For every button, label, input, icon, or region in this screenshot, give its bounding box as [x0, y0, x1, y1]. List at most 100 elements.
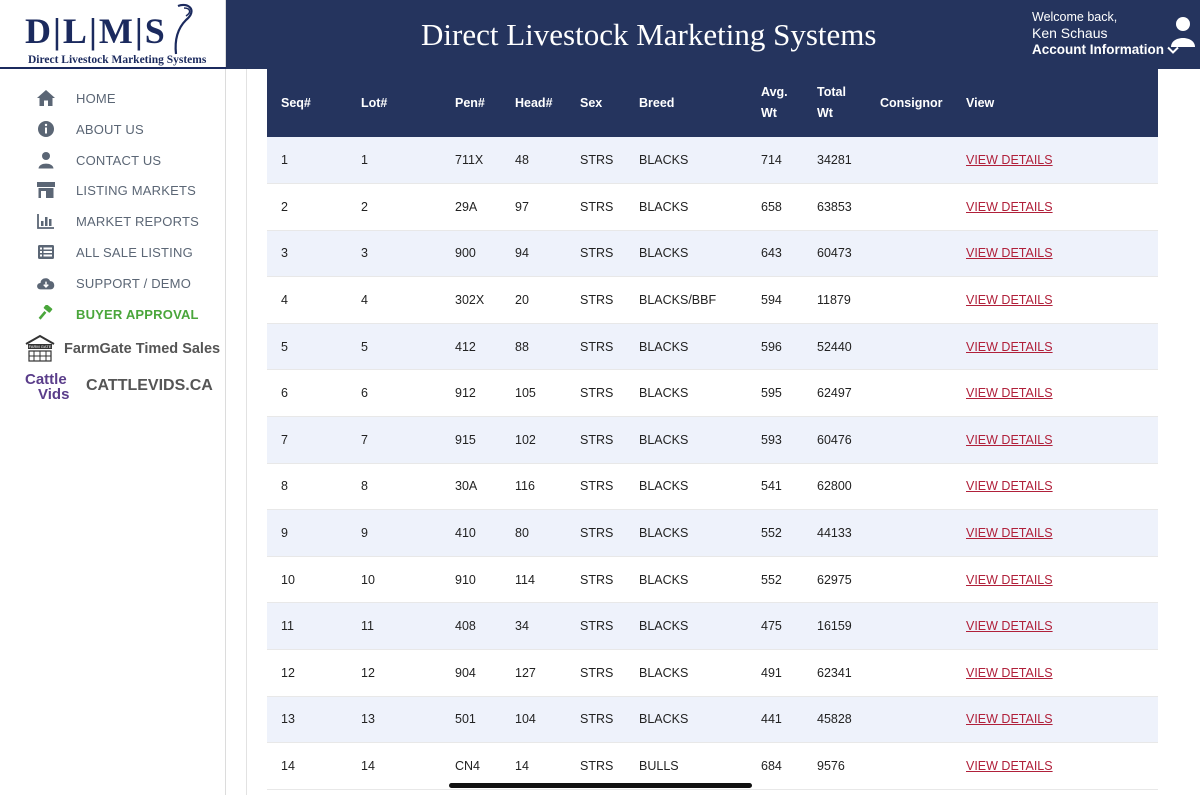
avg-wt-header-line2: Wt	[761, 106, 777, 120]
cell-avg-wt: 552	[761, 572, 782, 587]
cell-avg-wt: 714	[761, 153, 782, 168]
bar-chart-icon	[36, 212, 56, 230]
user-avatar-icon[interactable]	[1170, 16, 1196, 48]
cell-view: VIEW DETAILS	[966, 743, 1158, 790]
cell-avg-wt: 595	[761, 386, 782, 401]
list-icon	[36, 243, 56, 261]
sidebar-item-all-sale-listing[interactable]: ALL SALE LISTING	[0, 237, 226, 268]
view-details-link[interactable]: VIEW DETAILS	[966, 665, 1053, 680]
cell-sex: STRS	[580, 246, 614, 261]
cell-breed: BLACKS	[639, 712, 689, 727]
sidebar-item-label: ALL SALE LISTING	[76, 244, 193, 260]
account-information-menu[interactable]: Account Information	[1032, 42, 1179, 57]
cell-sex: STRS	[580, 199, 614, 214]
sidebar-item-contact-us[interactable]: CONTACT US	[0, 145, 226, 176]
cell-sex: STRS	[580, 386, 614, 401]
top-header: Direct Livestock Marketing Systems Welco…	[226, 0, 1200, 69]
view-details-link[interactable]: VIEW DETAILS	[966, 479, 1053, 494]
store-icon	[36, 181, 56, 199]
cell-breed: BLACKS	[639, 386, 689, 401]
column-header-consignor: Consignor	[880, 95, 943, 110]
sidebar-item-about-us[interactable]: ABOUT US	[0, 114, 226, 145]
sidebar-item-home[interactable]: HOME	[0, 83, 226, 114]
cell-avg-wt: 475	[761, 619, 782, 634]
person-icon	[36, 151, 56, 169]
cell-total-wt: 62497	[817, 386, 852, 401]
cell-pen: CN4	[455, 759, 481, 774]
table-row: 1 1 711X 48 STRS BLACKS 714 34281 VIEW DETAILS	[267, 137, 1158, 184]
cell-lot: 8	[361, 479, 368, 494]
cell-head: 116	[515, 479, 535, 494]
view-details-link[interactable]: VIEW DETAILS	[966, 293, 1053, 308]
cell-seq: 4	[281, 293, 288, 308]
cell-seq: 14	[281, 759, 295, 774]
cell-sex: STRS	[580, 479, 614, 494]
cell-breed: BLACKS	[639, 619, 689, 634]
content-frame	[246, 69, 1200, 795]
view-details-link[interactable]: VIEW DETAILS	[966, 246, 1053, 261]
cell-sex: STRS	[580, 759, 614, 774]
home-indicator-bar[interactable]	[449, 783, 752, 788]
sidebar-item-buyer-approval[interactable]: BUYER APPROVAL	[0, 299, 226, 330]
sidebar-item-market-reports[interactable]: MARKET REPORTS	[0, 206, 226, 237]
view-details-link[interactable]: VIEW DETAILS	[966, 386, 1053, 401]
view-details-link[interactable]: VIEW DETAILS	[966, 199, 1053, 214]
cell-head: 114	[515, 572, 535, 587]
logo-subtitle: Direct Livestock Marketing Systems	[28, 54, 207, 66]
avg-wt-header-line1: Avg.	[761, 85, 788, 99]
view-details-link[interactable]: VIEW DETAILS	[966, 339, 1053, 354]
cell-avg-wt: 658	[761, 199, 782, 214]
cell-lot: 4	[361, 293, 368, 308]
cell-sex: STRS	[580, 665, 614, 680]
view-details-link[interactable]: VIEW DETAILS	[966, 712, 1053, 727]
cell-head: 20	[515, 293, 529, 308]
farmgate-link[interactable]: FARM GATE FarmGate Timed Sales	[24, 333, 220, 365]
cell-pen: 408	[455, 619, 476, 634]
sidebar-item-listing-markets[interactable]: LISTING MARKETS	[0, 175, 226, 206]
cell-pen: 302X	[455, 293, 485, 308]
cell-seq: 2	[281, 199, 288, 214]
column-header-view: View	[966, 95, 995, 110]
cell-avg-wt: 594	[761, 293, 782, 308]
logo-swoosh-icon	[174, 3, 193, 55]
cell-sex: STRS	[580, 432, 614, 447]
dlms-logo[interactable]: D|L|M|S Direct Livestock Marketing Syste…	[0, 0, 226, 69]
cell-breed: BLACKS	[639, 199, 689, 214]
cell-consignor	[880, 650, 966, 697]
cell-seq: 7	[281, 432, 288, 447]
cell-total-wt: 16159	[817, 619, 852, 634]
cell-seq: 10	[281, 572, 295, 587]
cell-pen: 29A	[455, 199, 478, 214]
cell-avg-wt: 541	[761, 479, 782, 494]
sale-listing-table: Seq# Lot# Pen# Head# Sex Breed Avg. Wt To…	[267, 69, 1158, 790]
view-details-link[interactable]: VIEW DETAILS	[966, 759, 1053, 774]
cell-sex: STRS	[580, 526, 614, 541]
table-row: 4 4 302X 20 STRS BLACKS/BBF 594 11879 VIEW DETAI…	[267, 276, 1158, 324]
sidebar-item-support-demo[interactable]: SUPPORT / DEMO	[0, 268, 226, 299]
table-body: 1 1 711X 48 STRS BLACKS 714 34281 VIEW DETAILS 2 2…	[267, 137, 1158, 790]
view-details-link[interactable]: VIEW DETAILS	[966, 572, 1053, 587]
cell-head: 97	[515, 199, 529, 214]
cell-breed: BLACKS	[639, 665, 689, 680]
cell-lot: 1	[361, 153, 368, 168]
cell-consignor	[880, 463, 966, 510]
table-row: 10 10 910 114 STRS BLACKS 552 62975 VIEW DETAILS	[267, 556, 1158, 603]
cloud-download-icon	[36, 274, 56, 292]
cell-head: 34	[515, 619, 529, 634]
cell-breed: BLACKS	[639, 153, 689, 168]
cattlevids-link[interactable]: Cattle Vids CATTLEVIDS.CA	[24, 369, 213, 403]
cell-lot: 2	[361, 199, 368, 214]
view-details-link[interactable]: VIEW DETAILS	[966, 153, 1053, 168]
view-details-link[interactable]: VIEW DETAILS	[966, 619, 1053, 634]
view-details-link[interactable]: VIEW DETAILS	[966, 432, 1053, 447]
cattlevids-logo-icon: Cattle Vids	[25, 371, 69, 402]
welcome-text: Welcome back,	[1032, 10, 1118, 24]
cell-lot: 13	[361, 712, 375, 727]
cell-consignor	[880, 743, 966, 790]
sidebar-item-label: ABOUT US	[76, 121, 144, 137]
svg-text:Cattle: Cattle	[25, 371, 67, 388]
table-row: 9 9 410 80 STRS BLACKS 552 44133 VIEW DETAILS	[267, 509, 1158, 557]
table-row: 8 8 30A 116 STRS BLACKS 541 62800 VIEW DETAILS	[267, 463, 1158, 510]
view-details-link[interactable]: VIEW DETAILS	[966, 526, 1053, 541]
cell-lot: 3	[361, 246, 368, 261]
